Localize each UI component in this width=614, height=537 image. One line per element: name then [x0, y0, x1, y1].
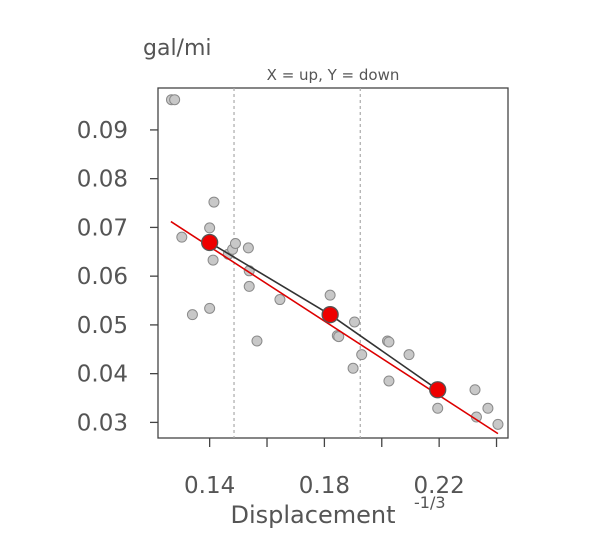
- data-point: [324, 289, 336, 301]
- x-axis-label-exponent: -1/3: [414, 493, 446, 512]
- data-point: [274, 294, 286, 306]
- data-point: [208, 196, 220, 208]
- data-point: [169, 94, 181, 106]
- data-point: [356, 349, 368, 361]
- data-point: [383, 375, 395, 387]
- chart-subtitle: X = up, Y = down: [267, 66, 400, 84]
- x-axis-label-main: Displacement: [231, 501, 396, 529]
- data-point: [243, 280, 255, 292]
- x-tick-label: 0.18: [299, 473, 350, 499]
- y-tick-label: 0.05: [77, 313, 128, 339]
- y-tick-label: 0.09: [77, 118, 128, 144]
- quantile-point: [429, 381, 447, 399]
- data-point: [492, 418, 504, 430]
- y-tick-label: 0.04: [77, 362, 128, 388]
- data-point: [469, 384, 481, 396]
- data-point: [207, 254, 219, 266]
- y-tick-label: 0.08: [77, 167, 128, 193]
- data-point: [204, 222, 216, 234]
- y-tick-label: 0.07: [77, 215, 128, 241]
- y-axis-label: gal/mi: [143, 36, 212, 61]
- data-point: [347, 362, 359, 374]
- data-point: [204, 302, 216, 314]
- x-axis-label: Displacement: [231, 501, 396, 529]
- data-point: [251, 335, 263, 347]
- quantile-point: [321, 306, 339, 324]
- data-point: [482, 402, 494, 414]
- quantile-point: [200, 233, 219, 252]
- x-tick-label: 0.14: [184, 473, 235, 499]
- data-point: [349, 316, 361, 328]
- x-tick-label: 0.22: [414, 473, 465, 499]
- regression-line: [170, 220, 499, 435]
- plot-area: 0.03 0.04 0.05 0.06 0.07 0.08 0.09 0.14 0.18 0.22: [77, 87, 509, 499]
- data-point: [229, 238, 241, 250]
- data-point: [176, 231, 188, 243]
- data-point: [186, 309, 198, 321]
- plot-frame: [157, 87, 509, 439]
- y-tick-label: 0.03: [77, 410, 128, 436]
- data-point: [432, 402, 444, 414]
- y-tick-label: 0.06: [77, 264, 128, 290]
- data-point: [403, 349, 415, 361]
- data-point: [242, 242, 254, 254]
- data-point: [333, 331, 345, 343]
- data-point: [383, 336, 395, 348]
